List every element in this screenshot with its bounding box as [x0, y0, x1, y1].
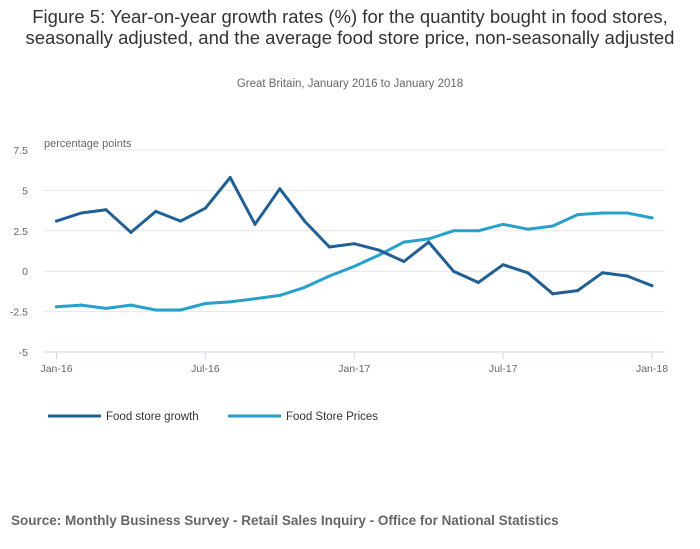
data-point	[327, 274, 331, 278]
x-tick-label: Jan-18	[636, 363, 668, 375]
data-point	[228, 175, 232, 179]
series-line-food-store-prices	[55, 211, 654, 312]
data-point	[203, 206, 207, 210]
y-axis: -5 -2.5 0 2.5 5 7.5	[10, 145, 28, 359]
data-point	[104, 208, 108, 212]
data-point	[79, 211, 83, 215]
x-tick-label: Jul-17	[489, 363, 518, 375]
data-point	[576, 213, 580, 217]
data-point	[55, 305, 58, 309]
data-point	[526, 227, 530, 231]
data-point	[203, 302, 207, 306]
x-tick-label: Jul-16	[191, 363, 220, 375]
y-tick-label: -5	[19, 347, 28, 359]
data-point	[501, 222, 505, 226]
data-point	[476, 229, 480, 233]
data-point	[352, 264, 356, 268]
series-line-food-store-growth	[55, 176, 654, 296]
data-point	[650, 216, 654, 220]
data-point	[501, 263, 505, 267]
series-group	[55, 175, 654, 312]
data-point	[650, 284, 654, 288]
x-axis: Jan-16 Jul-16 Jan-17 Jul-17 Jan-18	[40, 351, 668, 375]
data-point	[427, 237, 431, 241]
data-point	[129, 303, 133, 307]
y-tick-label: 2.5	[13, 226, 28, 238]
y-tick-label: -2.5	[10, 307, 28, 319]
y-axis-label: percentage points	[44, 138, 132, 150]
legend-label: Food Store Prices	[286, 411, 378, 423]
data-point	[452, 269, 455, 273]
data-point	[154, 209, 158, 213]
data-point	[576, 289, 580, 293]
legend: Food store growth Food Store Prices	[48, 411, 378, 423]
data-point	[228, 300, 232, 304]
data-point	[600, 211, 604, 215]
data-point	[179, 308, 183, 312]
legend-label: Food store growth	[106, 411, 199, 423]
data-point	[427, 240, 431, 244]
data-point	[104, 306, 108, 310]
data-point	[179, 219, 183, 223]
chart-subtitle: Great Britain, January 2016 to January 2…	[236, 78, 464, 90]
data-point	[402, 260, 406, 264]
data-point	[327, 245, 331, 249]
gridlines	[44, 149, 665, 313]
data-point	[79, 303, 83, 307]
legend-item[interactable]: Food store growth	[48, 411, 199, 423]
data-point	[377, 248, 381, 252]
y-tick-label: 5	[22, 185, 28, 197]
y-tick-label: 0	[22, 266, 28, 278]
data-point	[55, 219, 58, 223]
data-point	[625, 211, 629, 215]
data-point	[278, 187, 282, 191]
data-point	[551, 292, 555, 296]
data-point	[476, 281, 480, 285]
data-point	[253, 222, 257, 226]
x-tick-label: Jan-17	[338, 363, 370, 375]
data-point	[352, 242, 356, 246]
data-point	[625, 274, 629, 278]
data-point	[303, 285, 307, 289]
data-point	[303, 219, 307, 223]
data-point	[154, 308, 158, 312]
data-point	[600, 271, 604, 275]
data-point	[551, 224, 555, 228]
data-point	[253, 297, 257, 301]
x-tick-label: Jan-16	[40, 363, 72, 375]
source-note: Source: Monthly Business Survey - Retail…	[11, 513, 559, 528]
data-point	[129, 230, 133, 234]
legend-item[interactable]: Food Store Prices	[228, 411, 378, 423]
chart-title: Figure 5: Year-on-year growth rates (%) …	[25, 6, 675, 48]
data-point	[278, 293, 282, 297]
data-point	[402, 240, 406, 244]
y-tick-label: 7.5	[13, 145, 28, 157]
data-point	[526, 271, 530, 275]
data-point	[377, 253, 381, 257]
data-point	[452, 229, 455, 233]
